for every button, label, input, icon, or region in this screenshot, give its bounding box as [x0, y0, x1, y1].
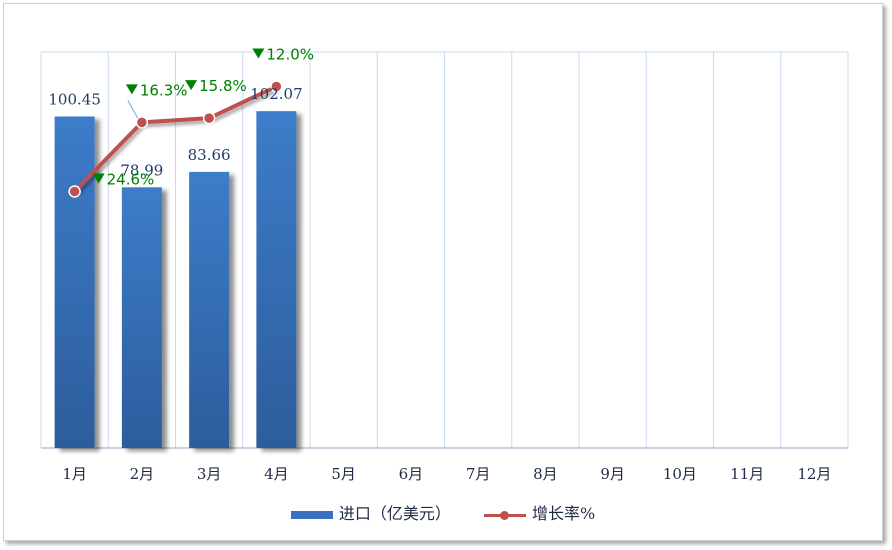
x-tick-label: 12月 [797, 465, 831, 483]
x-tick-label: 11月 [730, 465, 764, 483]
bar-value-label: 78.99 [120, 161, 163, 179]
x-tick-label: 6月 [399, 465, 424, 483]
x-tick-label: 10月 [663, 465, 697, 483]
growth-marker [135, 116, 149, 129]
growth-value-label: 16.3% [140, 81, 188, 99]
legend-item-imports: 进口（亿美元） [290, 500, 451, 524]
legend-label-imports: 进口（亿美元） [338, 504, 451, 523]
growth-line [73, 84, 278, 193]
x-tick-label: 4月 [264, 465, 289, 483]
x-tick-label: 1月 [62, 465, 87, 483]
x-tick-label: 2月 [130, 465, 155, 483]
growth-value-label: 15.8% [199, 77, 247, 95]
combo-chart: 1月 2月 3月 4月 5月 6月 7月 8月 9月 10月 11月 12月 100.45 78.99 8… [40, 46, 849, 483]
x-tick-label: 7月 [466, 465, 491, 483]
bar [256, 111, 297, 448]
x-tick-label: 3月 [197, 465, 222, 483]
legend-item-growth: 增长率% [483, 500, 596, 524]
down-arrow-icon [92, 173, 105, 184]
growth-marker [202, 111, 216, 125]
legend-label-growth: 增长率% [531, 504, 596, 523]
x-tick-label: 9月 [600, 465, 625, 483]
legend-swatch-line [483, 510, 526, 520]
bar [121, 187, 162, 448]
chart-frame: 1月 2月 3月 4月 5月 6月 7月 8月 9月 10月 11月 12月 100.45 78.99 8… [3, 3, 883, 541]
legend-swatch-bar [290, 510, 333, 519]
growth-value-label: 24.6% [107, 171, 155, 189]
chart-legend: 进口（亿美元） 增长率% [4, 500, 882, 524]
growth-marker [270, 80, 283, 93]
down-arrow-icon [185, 80, 198, 91]
bar-value-label: 102.07 [250, 85, 303, 103]
growth-marker [68, 185, 81, 198]
bar-value-label: 100.45 [48, 91, 101, 109]
x-tick-label: 8月 [533, 465, 558, 483]
label-leader-line [127, 100, 139, 119]
growth-value-label: 12.0% [266, 46, 314, 64]
x-tick-label: 5月 [331, 465, 356, 483]
down-arrow-icon [252, 48, 265, 59]
bar [54, 116, 95, 448]
bar-value-label: 83.66 [188, 146, 231, 164]
bar [189, 171, 230, 448]
down-arrow-icon [125, 84, 138, 95]
